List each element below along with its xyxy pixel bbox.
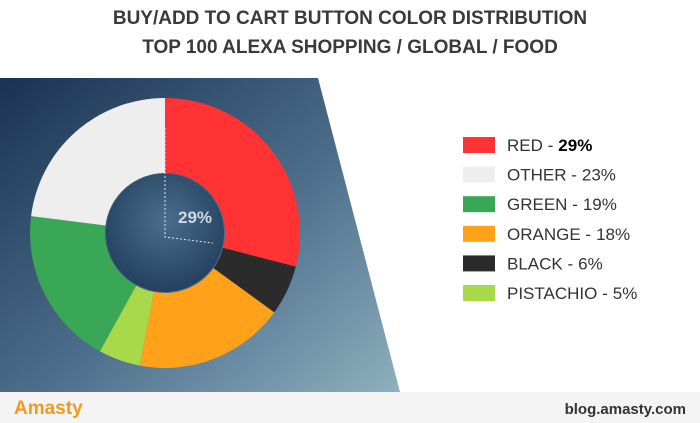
legend-value: 5%	[613, 284, 638, 303]
donut-slice	[30, 216, 137, 352]
footer	[0, 392, 700, 423]
legend-name: RED -	[507, 136, 553, 155]
donut-slice	[139, 268, 275, 368]
legend-value: 23%	[582, 166, 616, 185]
legend-swatch	[463, 255, 495, 272]
legend-value: 19%	[583, 195, 617, 214]
center-label: 29%	[178, 208, 212, 227]
donut-slice	[31, 98, 166, 226]
legend-label: BLACK - 6%	[507, 254, 603, 273]
legend-label: PISTACHIO - 5%	[507, 284, 637, 303]
legend-swatch	[463, 137, 495, 153]
legend-value: 6%	[578, 254, 603, 273]
donut-slice	[165, 98, 301, 267]
legend-value: 29%	[558, 136, 592, 155]
legend-value: 18%	[596, 225, 630, 244]
donut: 29%	[30, 98, 301, 368]
legend-swatch	[463, 166, 495, 183]
legend-label: RED - 29%	[507, 136, 592, 155]
legend-name: PISTACHIO -	[507, 284, 608, 303]
legend-swatch	[463, 196, 495, 213]
legend-label: ORANGE - 18%	[507, 225, 630, 244]
legend-swatch	[463, 285, 495, 301]
legend-name: BLACK -	[507, 254, 573, 273]
brand: Amasty	[14, 398, 83, 419]
legend: RED - 29% OTHER - 23%GREEN - 19% ORANGE - 18% B…	[463, 136, 637, 303]
donut-slice	[213, 247, 296, 313]
chart-subtitle: TOP 100 ALEXA SHOPPING / GLOBAL / FOOD	[142, 37, 558, 58]
source: blog.amasty.com	[565, 401, 686, 418]
donut-slice	[99, 285, 154, 366]
pointer	[164, 128, 214, 244]
legend-name: ORANGE -	[507, 225, 591, 244]
chart-title: BUY/ADD TO CART BUTTON COLOR DISTRIBUTIO…	[113, 8, 587, 29]
legend-swatch	[463, 225, 495, 242]
legend-label: OTHER - 23%	[507, 166, 616, 185]
legend-label: GREEN - 19%	[507, 195, 617, 214]
legend-name: GREEN -	[507, 195, 578, 214]
legend-name: OTHER -	[507, 166, 577, 185]
